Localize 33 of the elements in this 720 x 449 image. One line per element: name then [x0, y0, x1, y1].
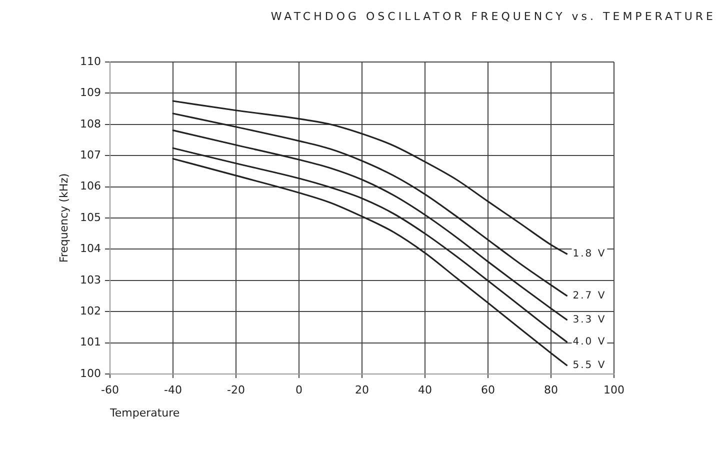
y-tick-label: 104 — [80, 242, 101, 256]
x-axis-title: Temperature — [109, 406, 180, 420]
line-series — [172, 100, 568, 255]
y-tick-label: 108 — [80, 117, 101, 130]
line-series — [172, 147, 568, 343]
series-label: 5.5 V — [572, 360, 606, 371]
chart-title: WATCHDOG OSCILLATOR FREQUENCY vs. TEMPERATURE — [270, 10, 716, 23]
x-tick-label: -20 — [227, 383, 245, 396]
x-tick-label: 80 — [544, 383, 558, 396]
y-axis-title: Frequency (kHz) — [57, 173, 70, 263]
line-series — [172, 130, 568, 321]
x-tick-label: 0 — [296, 383, 302, 396]
y-tick-label: 105 — [80, 210, 101, 224]
y-tick-label: 102 — [80, 304, 101, 318]
x-tick-label: 100 — [604, 383, 624, 396]
x-tick-label: 60 — [481, 383, 495, 396]
line-series — [172, 158, 568, 366]
y-tick-label: 103 — [80, 273, 101, 286]
x-tick-label: -40 — [164, 383, 182, 396]
y-tick-label: 109 — [80, 86, 101, 100]
x-tick-label: -60 — [101, 383, 119, 396]
y-tick-label: 110 — [80, 54, 101, 68]
y-tick-label: 100 — [80, 366, 101, 380]
x-tick-label: 20 — [355, 383, 369, 396]
y-tick-label: 107 — [80, 148, 101, 162]
series-label: 1.8 V — [572, 248, 606, 260]
series-label: 2.7 V — [572, 290, 606, 302]
line-series — [172, 112, 568, 296]
series-label: 3.3 V — [572, 314, 606, 326]
series-label: 4.0 V — [572, 336, 606, 348]
y-tick-label: 106 — [80, 180, 101, 193]
x-tick-label: 40 — [418, 383, 432, 396]
y-tick-label: 101 — [80, 336, 101, 349]
